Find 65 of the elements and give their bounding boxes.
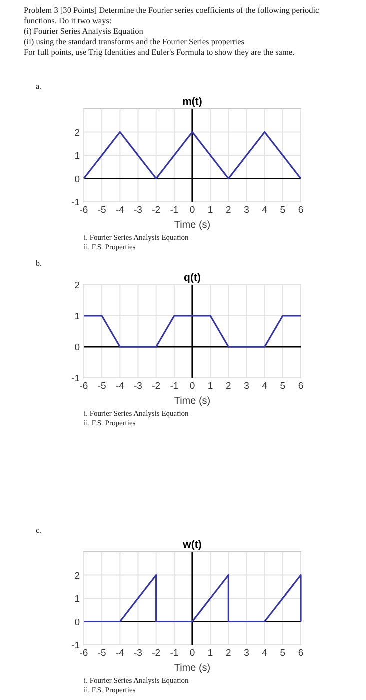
x-tick-label: -6: [80, 381, 88, 392]
x-tick-label: 1: [208, 648, 214, 659]
x-tick-label: 6: [298, 205, 304, 216]
x-tick-label: -4: [116, 381, 124, 392]
x-tick-label: 4: [262, 381, 268, 392]
y-tick-label: 0: [74, 174, 80, 186]
x-tick-label: -1: [170, 648, 179, 659]
x-tick-label: 4: [262, 205, 268, 216]
x-axis-title: Time (s): [174, 663, 211, 674]
x-axis-title: Time (s): [174, 220, 211, 231]
x-tick-label: 1: [208, 381, 214, 392]
x-tick-label: -1: [170, 381, 179, 392]
x-axis-title: Time (s): [174, 396, 211, 407]
x-tick-label: -4: [116, 205, 124, 216]
x-tick-label: 2: [226, 205, 232, 216]
x-tick-label: 5: [280, 381, 286, 392]
text: For full points, use Trig Identities and Euler's Formula to show they are the same.: [24, 48, 295, 57]
x-tick-label: -3: [134, 205, 142, 216]
x-tick-label: -5: [98, 205, 106, 216]
text: (ii) using the standard transforms and the Fourier Series properties: [24, 38, 245, 46]
x-tick-label: 5: [280, 205, 286, 216]
y-tick-label: -1: [72, 374, 80, 384]
x-tick-label: -5: [98, 648, 106, 659]
chart-title: q(t): [184, 272, 201, 284]
text: functions. Do it two ways:: [24, 16, 112, 26]
y-tick-label: -1: [72, 640, 80, 652]
x-tick-label: 1: [208, 205, 214, 216]
text: Problem 3 [30 Points] Determine the Fourier series coefficients of the following periodic: [24, 6, 320, 15]
x-tick-label: -2: [152, 205, 161, 216]
y-tick-label: 0: [74, 617, 80, 628]
x-tick-label: 0: [190, 205, 196, 216]
x-tick-label: 3: [244, 648, 250, 659]
x-tick-label: -2: [152, 381, 161, 392]
y-tick-label: 1: [74, 151, 80, 162]
x-tick-label: 6: [298, 381, 304, 392]
x-tick-label: 3: [244, 381, 250, 392]
x-tick-label: -6: [80, 205, 88, 216]
x-tick-label: -2: [152, 648, 161, 659]
x-tick-label: -5: [98, 381, 106, 392]
x-tick-label: -3: [134, 648, 142, 659]
x-tick-label: -3: [134, 381, 142, 392]
y-tick-label: 1: [74, 312, 80, 322]
x-tick-label: 5: [280, 648, 286, 659]
x-tick-label: 2: [226, 648, 232, 659]
text: b.: [36, 259, 42, 268]
text: a.: [36, 82, 42, 91]
x-tick-label: 6: [298, 648, 304, 659]
chart-title: m(t): [182, 96, 202, 108]
text: c.: [36, 526, 42, 535]
y-tick-label: 2: [74, 570, 80, 582]
x-tick-label: 0: [190, 381, 196, 392]
y-tick-label: -1: [72, 198, 80, 208]
y-tick-label: 0: [74, 342, 80, 354]
x-tick-label: 3: [244, 205, 250, 216]
y-tick-label: 2: [74, 280, 80, 292]
x-tick-label: -6: [80, 648, 88, 659]
x-tick-label: -1: [170, 205, 179, 216]
x-tick-label: 4: [262, 648, 268, 659]
chart-title: w(t): [182, 539, 202, 551]
text: (i) Fourier Series Analysis Equation: [24, 27, 144, 36]
x-tick-label: 2: [226, 381, 232, 392]
y-tick-label: 2: [74, 128, 80, 139]
x-tick-label: -4: [116, 648, 124, 659]
x-tick-label: 0: [190, 648, 196, 659]
y-tick-label: 1: [74, 594, 80, 605]
